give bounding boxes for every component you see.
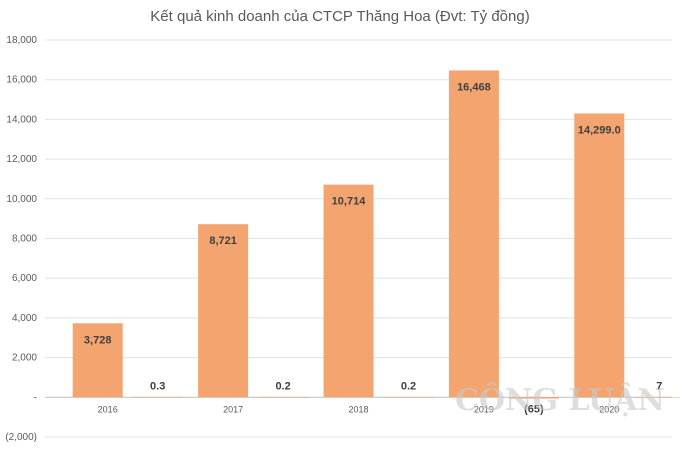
bar-value-label: 10,714: [332, 196, 367, 208]
bar-value-label: 16,468: [457, 81, 491, 93]
bar-profit-2016: [132, 397, 183, 398]
y-tick-label: 10,000: [6, 194, 37, 205]
x-tick-label: 2016: [98, 404, 118, 414]
bar-value-label: 14,299.0: [578, 124, 621, 136]
y-tick-label: 14,000: [6, 114, 37, 125]
profit-value-label: (65): [524, 403, 544, 415]
y-tick-label: 12,000: [6, 154, 37, 165]
bar-revenue-2018: [323, 184, 374, 398]
x-tick-label: 2017: [223, 404, 243, 414]
y-tick-label: 2,000: [12, 353, 37, 364]
x-tick-label: 2020: [599, 404, 619, 414]
bar-revenue-2019: [448, 70, 499, 398]
y-tick-label: -: [34, 392, 37, 403]
profit-value-label: 0.3: [150, 380, 165, 392]
bar-revenue-2017: [198, 224, 249, 398]
bar-value-label: 3,728: [84, 334, 112, 346]
bar-value-label: 8,721: [209, 235, 237, 247]
bar-profit-2018: [383, 397, 434, 398]
bar-revenue-2016: [72, 323, 123, 398]
profit-value-label: 0.2: [401, 380, 416, 392]
y-tick-label: (2,000): [5, 432, 37, 443]
y-tick-label: 8,000: [12, 234, 37, 245]
chart-title: Kết quả kinh doanh của CTCP Thăng Hoa (Đ…: [150, 8, 530, 25]
bar-revenue-2020: [574, 113, 625, 398]
y-tick-label: 16,000: [6, 75, 37, 86]
y-tick-label: 6,000: [12, 273, 37, 284]
profit-value-label: 7: [656, 380, 662, 392]
bar-profit-2019: [508, 397, 559, 399]
x-tick-label: 2018: [348, 404, 368, 414]
y-tick-label: 18,000: [6, 35, 37, 46]
bar-profit-2020: [634, 397, 680, 398]
y-tick-label: 4,000: [12, 313, 37, 324]
x-tick-label: 2019: [474, 404, 494, 414]
watermark-text: CÔNG LUẬN: [455, 382, 665, 418]
bar-profit-2017: [258, 397, 309, 398]
profit-value-label: 0.2: [275, 380, 290, 392]
